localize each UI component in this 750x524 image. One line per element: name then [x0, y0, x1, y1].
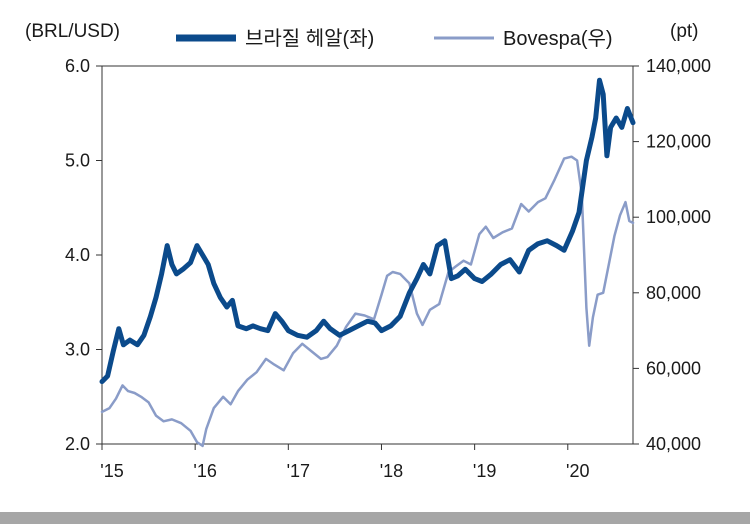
left-tick-label: 5.0 [65, 151, 90, 171]
legend-label-bovespa: Bovespa(우) [503, 28, 613, 50]
x-tick-label: '20 [566, 461, 589, 481]
left-axis-unit-label: (BRL/USD) [25, 21, 120, 42]
right-tick-label: 40,000 [646, 434, 701, 454]
legend-label-brl: 브라질 헤알(좌) [245, 27, 374, 50]
line-chart: (BRL/USD) (pt) 브라질 헤알(좌) Bovespa(우) 6.0 5… [25, 21, 711, 481]
x-tick-label: '18 [380, 461, 403, 481]
bottom-divider [0, 512, 750, 524]
left-tick-label: 4.0 [65, 245, 90, 265]
series-layer [99, 77, 636, 448]
right-tick-label: 60,000 [646, 358, 701, 378]
x-axis: '15 '16 '17 '18 '19 '20 [100, 444, 590, 481]
x-tick-label: '17 [287, 461, 310, 481]
right-tick-label: 80,000 [646, 283, 701, 303]
right-tick-label: 100,000 [646, 207, 711, 227]
right-tick-label: 120,000 [646, 132, 711, 152]
x-tick-label: '15 [100, 461, 123, 481]
x-tick-label: '19 [473, 461, 496, 481]
series-line-brl [99, 77, 636, 385]
legend: 브라질 헤알(좌) Bovespa(우) [176, 27, 613, 50]
plot-frame [101, 65, 634, 445]
left-tick-label: 3.0 [65, 340, 90, 360]
left-tick-label: 2.0 [65, 434, 90, 454]
right-tick-label: 140,000 [646, 56, 711, 76]
left-tick-label: 6.0 [65, 56, 90, 76]
left-axis: 6.0 5.0 4.0 3.0 2.0 [65, 56, 102, 454]
right-axis-unit-label: (pt) [670, 21, 699, 42]
x-tick-label: '16 [193, 461, 216, 481]
series-line-bovespa [100, 155, 635, 448]
right-axis: 140,000 120,000 100,000 80,000 60,000 40,000 [633, 56, 711, 454]
